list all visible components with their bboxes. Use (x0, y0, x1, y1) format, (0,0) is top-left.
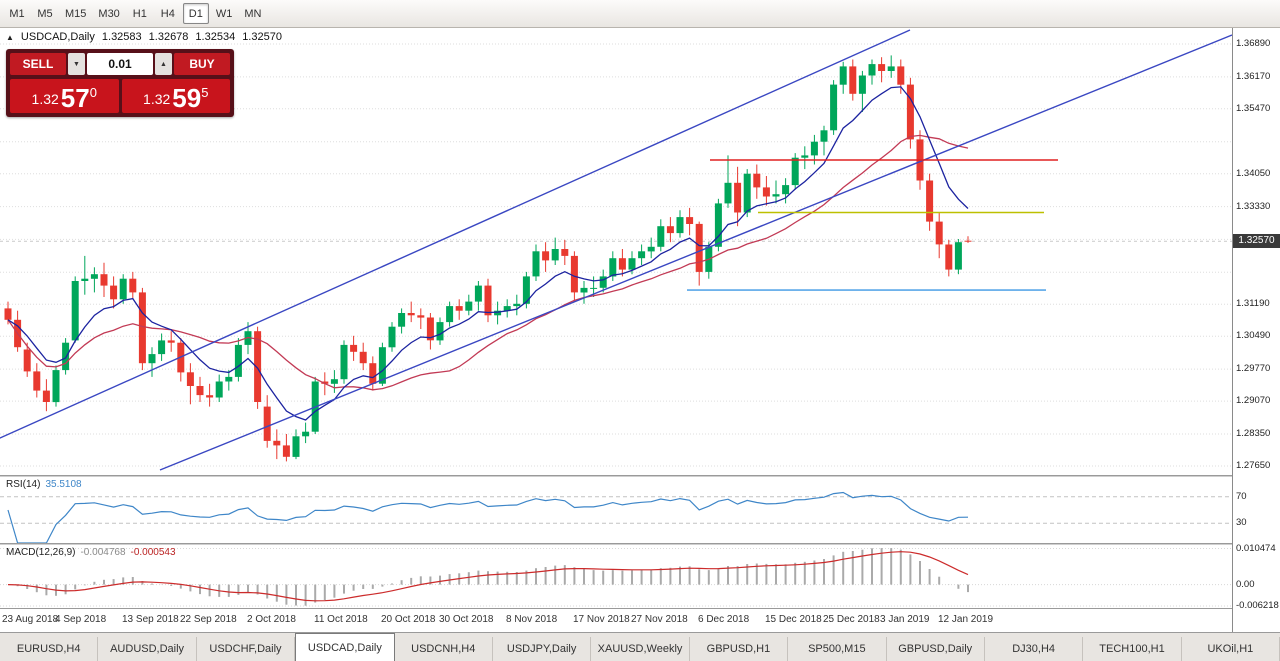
timeframe-button-h1[interactable]: H1 (132, 7, 147, 20)
price-axis-label: 1.35470 (1236, 103, 1271, 114)
chart-tab-usdjpy-daily[interactable]: USDJPY,Daily (492, 637, 592, 661)
macd-label: MACD(12,26,9) -0.004768 -0.000543 (6, 547, 181, 558)
lot-size-field[interactable]: 0.01 (87, 53, 153, 75)
chart-plots: ▲ USDCAD,Daily 1.32583 1.32678 1.32534 1… (0, 28, 1232, 632)
rsi-level-label: 30 (1236, 517, 1247, 528)
time-axis-label: 30 Oct 2018 (439, 614, 494, 625)
rsi-pane[interactable]: RSI(14) 35.5108 (0, 477, 1232, 543)
timeframe-button-m15[interactable]: M15 (65, 7, 87, 20)
price-axis-label: 1.36170 (1236, 71, 1271, 82)
chart-tab-tech100-h1[interactable]: TECH100,H1 (1083, 637, 1182, 661)
timeframe-button-m5[interactable]: M5 (37, 7, 53, 20)
chart-area: ▲ USDCAD,Daily 1.32583 1.32678 1.32534 1… (0, 28, 1280, 632)
main-chart-pane[interactable]: ▲ USDCAD,Daily 1.32583 1.32678 1.32534 1… (0, 28, 1232, 475)
price-axis-label: 1.27650 (1236, 460, 1271, 471)
price-axis-label: 1.29770 (1236, 363, 1271, 374)
time-axis-label: 4 Sep 2018 (55, 614, 107, 625)
chart-tab-eurusd-h4[interactable]: EURUSD,H4 (0, 637, 99, 661)
price-axis-label: 1.34050 (1236, 168, 1271, 179)
time-axis-label: 11 Oct 2018 (314, 614, 368, 625)
rsi-chart-canvas[interactable] (0, 477, 1232, 543)
rsi-value: 35.5108 (45, 479, 82, 490)
rsi-level-label: 70 (1236, 491, 1247, 502)
chart-tab-dj30-h4[interactable]: DJ30,H4 (984, 637, 1084, 661)
chart-title: ▲ USDCAD,Daily 1.32583 1.32678 1.32534 1… (6, 31, 282, 43)
price-axis[interactable]: 1.36890 1.36170 1.35470 1.34050 1.33330 1.311… (1232, 28, 1280, 632)
chart-tab-usdchf-daily[interactable]: USDCHF,Daily (196, 637, 296, 661)
chart-tab-audusd-daily[interactable]: AUDUSD,Daily (98, 637, 197, 661)
chart-tabs-bar: EURUSD,H4 AUDUSD,Daily USDCHF,Daily USDCAD,… (0, 632, 1280, 661)
time-axis-label: 2 Oct 2018 (247, 614, 296, 625)
time-axis-label: 22 Sep 2018 (180, 614, 237, 625)
price-axis-label: 1.31190 (1236, 298, 1270, 309)
price-axis-label: 1.28350 (1236, 428, 1271, 439)
macd-name: MACD(12,26,9) (6, 547, 76, 558)
time-axis-label: 15 Dec 2018 (765, 614, 822, 625)
chart-tab-usdcnh-h4[interactable]: USDCNH,H4 (394, 637, 493, 661)
sell-button[interactable]: SELL (10, 53, 66, 75)
price-axis-label: 1.36890 (1236, 38, 1271, 49)
macd-chart-canvas[interactable] (0, 545, 1232, 608)
sell-price-base: 1.32 (31, 91, 59, 107)
macd-pane[interactable]: MACD(12,26,9) -0.004768 -0.000543 (0, 545, 1232, 608)
one-click-trading-toggle-icon[interactable]: ▲ (6, 32, 14, 42)
macd-signal-value: -0.000543 (130, 547, 176, 558)
ohlc-open: 1.32583 (101, 31, 142, 43)
time-axis-label: 20 Oct 2018 (381, 614, 436, 625)
time-axis-label: 6 Dec 2018 (698, 614, 750, 625)
buy-button[interactable]: BUY (174, 53, 230, 75)
symbol-tabs: EURUSD,H4 AUDUSD,Daily USDCHF,Daily USDCAD,… (0, 633, 1280, 661)
rsi-label: RSI(14) 35.5108 (6, 479, 87, 490)
current-price-tag: 1.32570 (1233, 234, 1280, 248)
chart-tab-ukoil-h1[interactable]: UKOil,H1 (1181, 637, 1280, 661)
macd-axis-label: -0.006218 (1236, 600, 1279, 611)
chart-tab-xauusd-weekly[interactable]: XAUUSD,Weekly (591, 637, 690, 661)
time-axis-label: 17 Nov 2018 (573, 614, 630, 625)
chart-tab-usdcad-daily[interactable]: USDCAD,Daily (295, 633, 395, 661)
ohlc-low: 1.32534 (195, 31, 236, 43)
ohlc-high: 1.32678 (148, 31, 189, 43)
buy-price-quote[interactable]: 1.32 59 5 (121, 79, 230, 113)
rsi-name: RSI(14) (6, 479, 41, 490)
macd-axis-label: 0.010474 (1236, 543, 1276, 554)
ohlc-close: 1.32570 (242, 31, 282, 43)
lot-decrease-icon[interactable]: ▼ (68, 53, 85, 75)
timeframe-button-m30[interactable]: M30 (98, 7, 120, 20)
pane-splitter[interactable] (0, 543, 1232, 545)
price-axis-label: 1.29070 (1236, 395, 1271, 406)
price-axis-label: 1.30490 (1236, 330, 1271, 341)
time-axis-label: 8 Nov 2018 (506, 614, 558, 625)
time-axis-label: 13 Sep 2018 (122, 614, 179, 625)
timeframe-button-mn[interactable]: MN (244, 7, 262, 20)
one-click-trading-panel: SELL ▼ 0.01 ▲ BUY 1.32 57 0 1.32 (6, 49, 234, 117)
sell-price-frac: 0 (89, 85, 97, 100)
pane-splitter[interactable] (0, 475, 1232, 477)
buy-price-frac: 5 (201, 85, 209, 100)
price-axis-label: 1.33330 (1236, 201, 1271, 212)
chart-tab-sp500-m15[interactable]: SP500,M15 (788, 637, 887, 661)
chart-symbol-label: USDCAD,Daily (20, 31, 95, 43)
time-axis-label: 25 Dec 2018 (823, 614, 880, 625)
time-axis-label: 27 Nov 2018 (631, 614, 688, 625)
macd-main-value: -0.004768 (80, 547, 126, 558)
timeframe-button-d1[interactable]: D1 (182, 3, 209, 24)
macd-axis-label: 0.00 (1236, 579, 1255, 590)
buy-price-base: 1.32 (143, 91, 171, 107)
timeframe-button-w1[interactable]: W1 (215, 7, 233, 20)
chart-tab-gbpusd-h1[interactable]: GBPUSD,H1 (689, 637, 789, 661)
sell-price-quote[interactable]: 1.32 57 0 (10, 79, 119, 113)
time-axis-label: 23 Aug 2018 (2, 614, 59, 625)
lot-increase-icon[interactable]: ▲ (155, 53, 172, 75)
time-axis-label: 12 Jan 2019 (938, 614, 994, 625)
timeframe-toolbar: M1 M5 M15 M30 H1 H4 D1 W1 MN (0, 0, 1280, 28)
sell-price-pips: 57 (60, 83, 90, 113)
timeframe-button-h4[interactable]: H4 (160, 7, 175, 20)
time-axis-label: 3 Jan 2019 (880, 614, 930, 625)
time-axis[interactable]: 23 Aug 2018 4 Sep 2018 13 Sep 2018 22 Sep 2… (0, 608, 1232, 632)
chart-tab-gbpusd-daily[interactable]: GBPUSD,Daily (886, 637, 985, 661)
timeframe-button-m1[interactable]: M1 (9, 7, 25, 20)
candlestick-chart-canvas[interactable] (0, 28, 1232, 475)
buy-price-pips: 59 (172, 83, 202, 113)
